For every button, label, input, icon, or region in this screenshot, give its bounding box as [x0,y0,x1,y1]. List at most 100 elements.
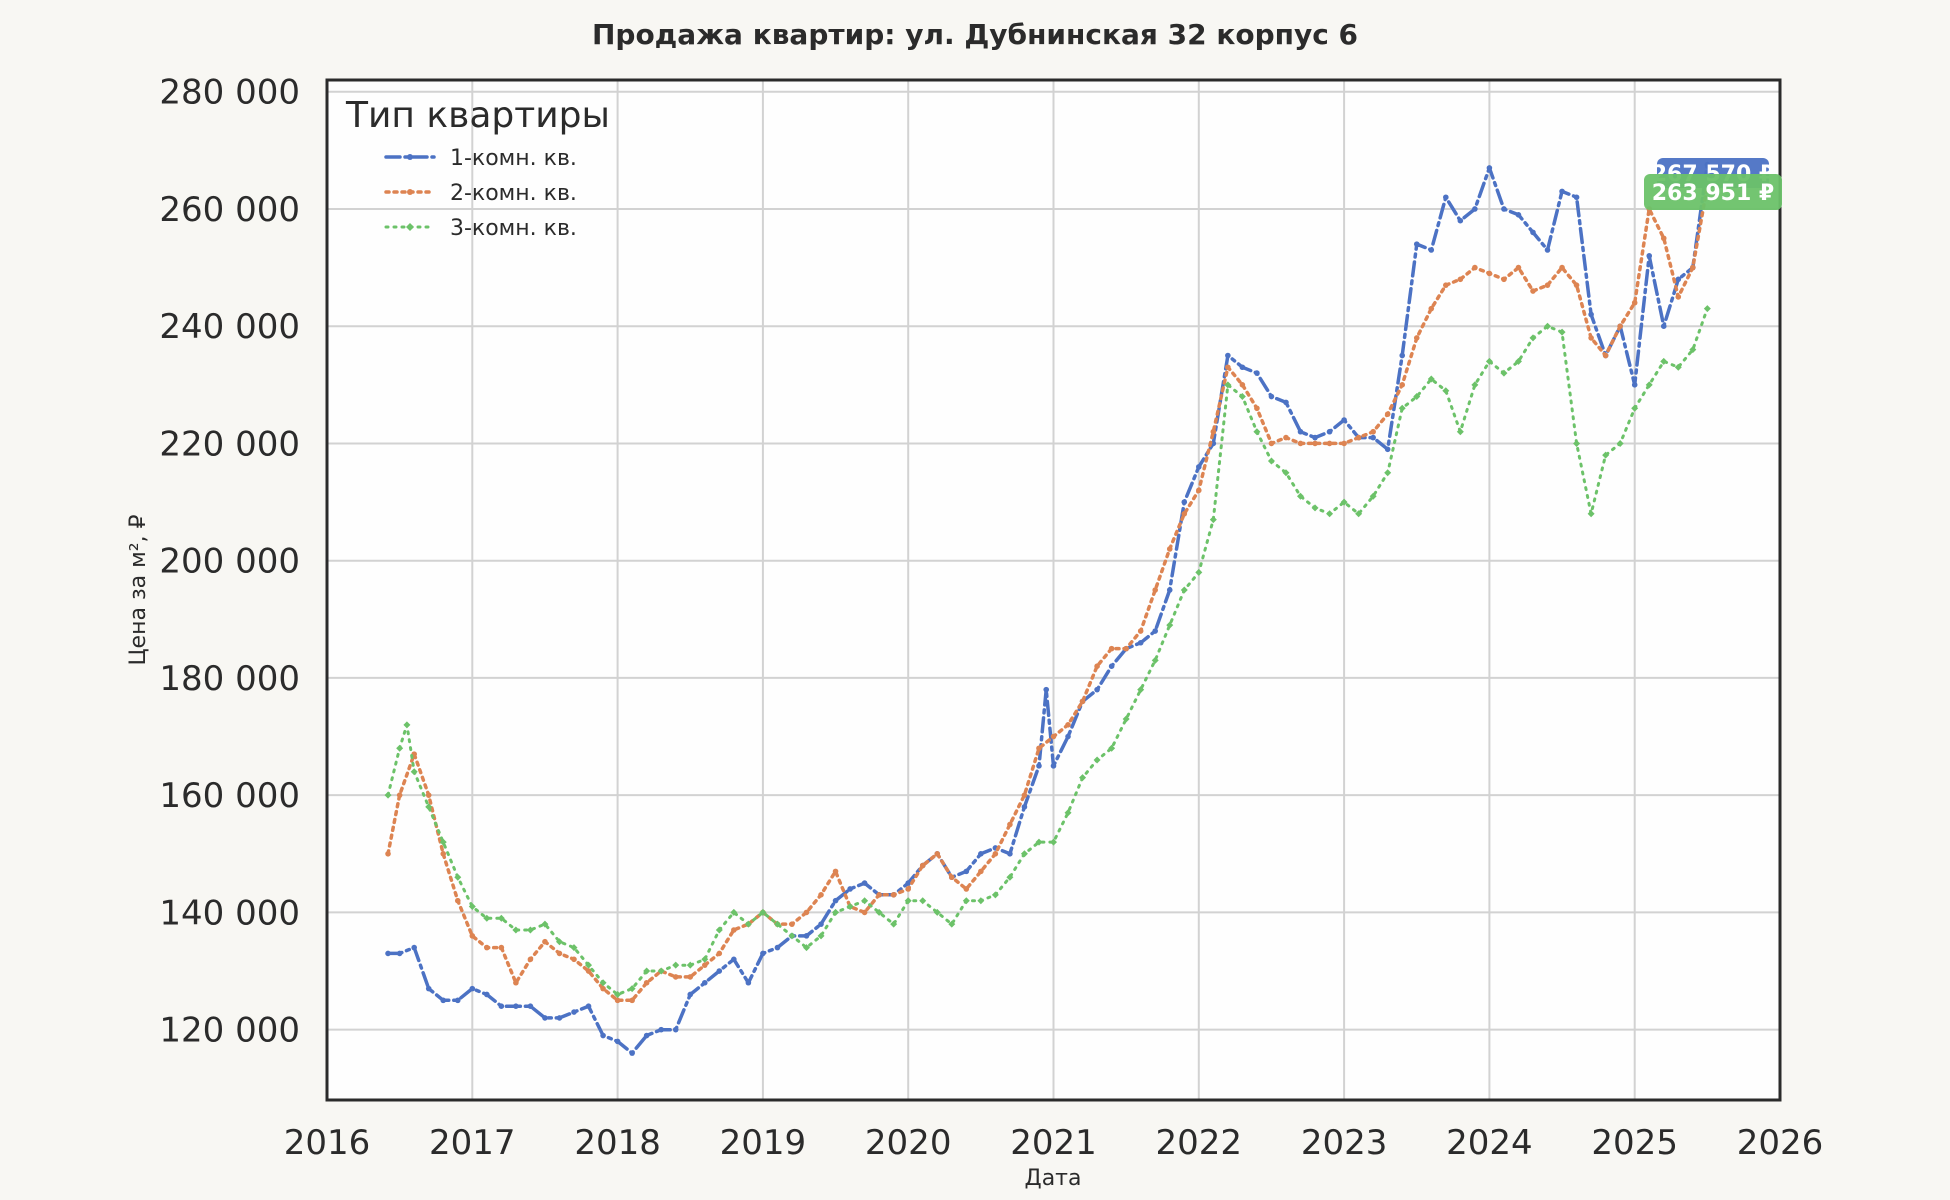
data-point [1384,411,1391,417]
data-point [1050,733,1057,740]
data-point [556,1015,563,1021]
data-point [1312,434,1318,441]
data-point [1442,387,1450,395]
data-point [1515,264,1522,271]
data-point [1457,276,1464,283]
data-point [1501,206,1507,212]
data-point [425,792,432,798]
data-point [1050,763,1057,769]
data-point [890,920,898,928]
data-point [1137,628,1144,634]
data-point [1428,247,1435,253]
data-point [657,967,665,975]
data-point [403,721,411,729]
data-point [1690,264,1696,271]
data-point [385,950,391,957]
data-point [1355,434,1362,441]
data-point [643,1032,650,1039]
y-tick-label: 160 000 [159,776,300,816]
data-point [701,962,708,968]
data-point [687,991,694,998]
data-point [1514,357,1522,365]
data-point [542,938,548,945]
data-point [672,961,680,969]
data-point [1501,276,1507,283]
data-point [1043,686,1050,693]
end-value-badge: 263 951 ₽ [1644,174,1782,210]
data-point [439,838,447,846]
data-point [1370,428,1376,435]
legend-label: 1-комн. кв. [450,146,577,171]
data-point [1675,276,1682,283]
data-point [1166,621,1174,629]
data-point [526,926,534,934]
data-point [614,1038,621,1045]
data-point [1340,498,1348,506]
data-point [454,897,461,904]
legend-marker [406,223,414,231]
data-point [1486,270,1493,277]
data-point [411,944,417,951]
x-tick-label: 2021 [1010,1123,1097,1163]
data-point [1544,282,1551,288]
data-point [1660,235,1667,242]
data-point [1312,440,1318,447]
data-point [585,1003,592,1010]
data-point [861,880,868,886]
data-point [570,944,578,952]
data-point [629,997,635,1004]
y-axis-ticks: 120 000 140 000 160 000 180 000 200 000 220 0… [159,73,300,1051]
data-point [1267,457,1275,465]
data-point [686,961,694,969]
data-point [484,944,490,951]
data-point [701,979,708,986]
data-point [802,944,810,952]
data-point [1515,212,1522,218]
data-point [1065,733,1071,740]
data-point [774,944,781,951]
data-point [933,908,941,916]
data-point [1326,510,1334,518]
data-point [904,897,912,905]
data-point [1573,439,1581,447]
data-point [497,914,505,922]
legend-label: 2-комн. кв. [450,181,577,206]
data-point [1238,393,1246,401]
x-tick-label: 2025 [1591,1123,1678,1163]
data-point [556,950,563,957]
x-tick-label: 2023 [1301,1123,1388,1163]
data-point [1559,188,1565,195]
data-point [1370,434,1376,441]
data-point [527,956,534,963]
data-point [1384,469,1392,477]
data-point [614,997,621,1004]
data-point [715,926,723,934]
data-point [1472,206,1478,212]
x-tick-label: 2019 [720,1123,807,1163]
data-point [1180,586,1188,594]
data-point [1151,656,1159,664]
data-point [1297,492,1305,500]
data-point [1021,792,1028,798]
data-point [803,933,810,939]
y-tick-label: 180 000 [159,659,300,699]
end-value-label: 263 951 ₽ [1652,181,1774,206]
x-axis-label: Дата [1025,1166,1082,1191]
data-point [1588,311,1594,318]
data-point [1544,247,1551,253]
data-point [1631,404,1639,412]
data-point [832,868,839,875]
data-point [948,920,956,928]
data-point [948,874,955,881]
data-point [1616,439,1624,447]
y-tick-label: 280 000 [159,73,300,113]
data-point [1443,194,1449,201]
end-value-badges: 267 570 ₽263 951 ₽ [1644,158,1782,210]
data-point [1529,334,1537,342]
data-point [1355,510,1363,518]
data-point [1283,399,1289,406]
data-point [384,791,392,799]
data-point [1558,328,1566,336]
data-point [1065,722,1071,728]
